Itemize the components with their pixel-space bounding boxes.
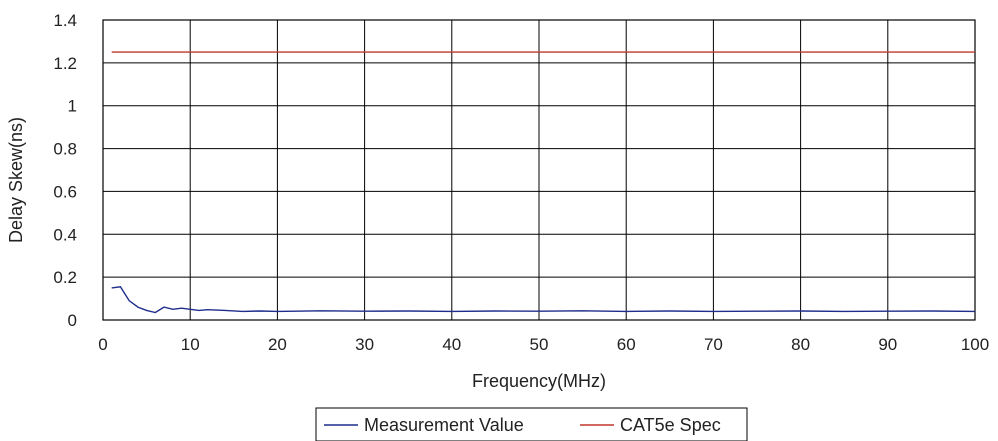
x-tick-label: 40 — [442, 335, 461, 354]
x-tick-label: 20 — [268, 335, 287, 354]
x-tick-label: 60 — [617, 335, 636, 354]
x-tick-label: 0 — [98, 335, 107, 354]
legend-label-measurement-value: Measurement Value — [364, 415, 524, 435]
series-line-measurement-value — [111, 286, 976, 314]
y-tick-label: 1.2 — [53, 54, 77, 73]
y-axis-title: Delay Skew(ns) — [6, 117, 26, 243]
x-axis-ticks: 0 10 20 30 40 50 60 70 80 90 100 — [98, 335, 989, 354]
x-tick-label: 70 — [704, 335, 723, 354]
y-axis-ticks: 0 0.2 0.4 0.6 0.8 1 1.2 1.4 — [53, 11, 77, 330]
x-tick-label: 90 — [878, 335, 897, 354]
x-tick-label: 30 — [355, 335, 374, 354]
y-tick-label: 0.8 — [53, 140, 77, 159]
series-layer — [111, 51, 976, 314]
y-tick-label: 0 — [68, 311, 77, 330]
y-tick-label: 1 — [68, 97, 77, 116]
x-tick-label: 100 — [961, 335, 989, 354]
legend-box — [315, 407, 748, 441]
grid-lines — [102, 19, 976, 321]
x-tick-label: 50 — [530, 335, 549, 354]
y-tick-label: 0.2 — [53, 268, 77, 287]
legend-label-cat5e-spec: CAT5e Spec — [620, 415, 721, 435]
y-tick-label: 0.6 — [53, 182, 77, 201]
x-tick-label: 10 — [181, 335, 200, 354]
plot-area — [102, 19, 976, 321]
legend: Measurement Value CAT5e Spec — [315, 407, 748, 441]
x-tick-label: 80 — [791, 335, 810, 354]
x-axis-title: Frequency(MHz) — [472, 371, 606, 391]
y-tick-label: 0.4 — [53, 225, 77, 244]
y-tick-label: 1.4 — [53, 11, 77, 30]
